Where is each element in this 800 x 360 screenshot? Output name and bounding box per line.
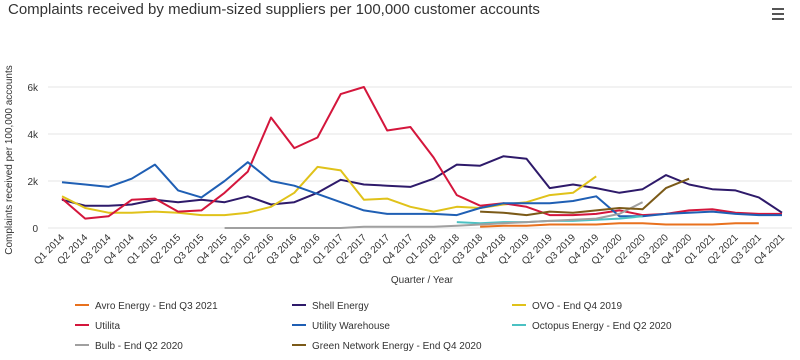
- legend-label: Green Network Energy - End Q4 2020: [312, 341, 482, 352]
- y-tick-label: 6k: [27, 83, 39, 94]
- legend-label: Octopus Energy - End Q2 2020: [532, 321, 672, 332]
- x-axis-label: Quarter / Year: [391, 275, 454, 286]
- legend-label: OVO - End Q4 2019: [532, 301, 622, 312]
- legend-label: Shell Energy: [312, 301, 369, 312]
- series-line: [456, 215, 643, 225]
- y-axis-label: Complaints received per 100,000 accounts: [4, 65, 15, 255]
- legend-label: Avro Energy - End Q3 2021: [95, 301, 218, 312]
- series-line: [61, 86, 782, 220]
- series-line: [480, 177, 690, 217]
- y-tick-label: 2k: [27, 177, 39, 188]
- series-line: [480, 222, 759, 228]
- series-line: [61, 165, 597, 217]
- chart-title: Complaints received by medium-sized supp…: [8, 1, 540, 18]
- y-tick-label: 4k: [27, 130, 39, 141]
- series-line: [61, 161, 782, 218]
- menu-icon[interactable]: [772, 8, 784, 20]
- legend-label: Utilita: [95, 321, 120, 332]
- series-line: [224, 201, 644, 229]
- y-tick-label: 0: [32, 224, 38, 235]
- series-line: [61, 155, 783, 214]
- legend-label: Bulb - End Q2 2020: [95, 341, 183, 352]
- legend-label: Utility Warehouse: [312, 321, 390, 332]
